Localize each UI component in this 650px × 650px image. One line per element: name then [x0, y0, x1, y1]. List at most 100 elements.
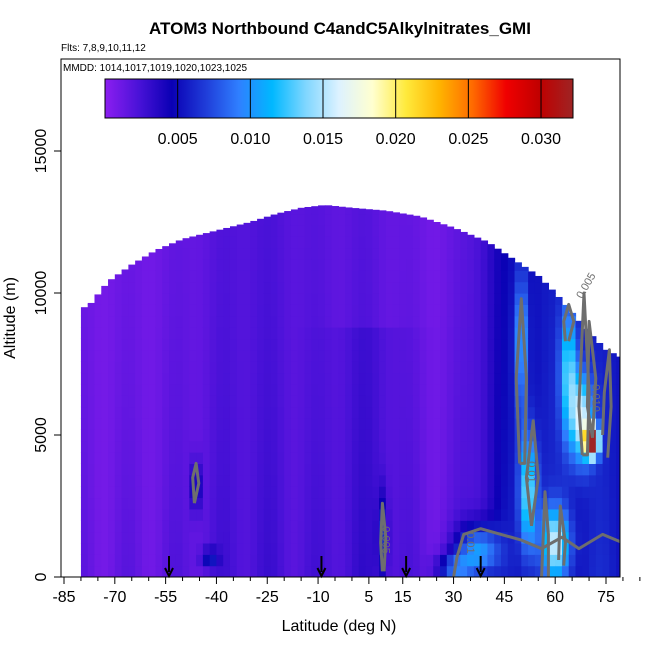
heatmap-cell [216, 417, 224, 430]
heatmap-cell [141, 256, 150, 260]
heatmap-cell [595, 440, 604, 453]
heatmap-cell [446, 542, 455, 555]
heatmap-cell [365, 372, 373, 385]
heatmap-cell [202, 281, 211, 294]
heatmap-cell [345, 361, 353, 374]
heatmap-cell [528, 565, 536, 577]
chart-title: ATOM3 Northbound C4andC5Alkylnitrates_GM… [149, 19, 531, 38]
heatmap-cell [345, 270, 353, 283]
heatmap-cell [473, 304, 482, 317]
heatmap-cell [182, 349, 190, 362]
heatmap-cell [189, 406, 197, 419]
heatmap-cell [297, 542, 306, 555]
heatmap-cell [216, 565, 224, 577]
heatmap-cell [128, 463, 136, 476]
heatmap-cell [87, 565, 96, 577]
heatmap-cell [284, 213, 292, 226]
heatmap-cell [270, 520, 279, 533]
heatmap-cell [331, 281, 339, 294]
heatmap-cell [379, 383, 387, 396]
heatmap-cell [331, 213, 339, 226]
heatmap-cell [311, 440, 319, 453]
heatmap-cell [324, 565, 333, 577]
heatmap-cell [338, 520, 346, 533]
heatmap-cell [446, 361, 455, 374]
heatmap-cell [500, 253, 509, 260]
heatmap-cell [277, 213, 285, 226]
heatmap-cell [548, 531, 556, 544]
heatmap-cell [141, 508, 150, 521]
heatmap-cell [338, 542, 346, 555]
mmdd-note: MMDD: 1014,1017,1019,1020,1023,1025 [63, 63, 247, 74]
heatmap-cell [114, 274, 123, 283]
heatmap-cell [128, 486, 136, 499]
heatmap-cell [175, 240, 184, 249]
heatmap-cell [155, 395, 163, 408]
heatmap-cell [453, 406, 461, 419]
heatmap-cell [108, 417, 116, 430]
heatmap-cell [528, 497, 536, 510]
heatmap-cell [528, 293, 536, 305]
heatmap-cell [121, 565, 129, 577]
heatmap-cell [121, 349, 129, 362]
heatmap-cell [155, 497, 163, 510]
heatmap-cell [446, 565, 455, 577]
heatmap-cell [460, 372, 468, 385]
heatmap-cell [243, 508, 251, 521]
heatmap-cell [182, 554, 190, 567]
heatmap-cell [148, 338, 157, 351]
heatmap-cell [419, 315, 428, 328]
heatmap-cell [297, 565, 306, 577]
heatmap-cell [480, 383, 489, 396]
heatmap-cell [101, 486, 109, 499]
heatmap-cell [189, 417, 197, 430]
heatmap-cell [141, 565, 150, 577]
heatmap-cell [392, 508, 400, 521]
heatmap-cell [128, 520, 136, 533]
heatmap-cell [446, 531, 455, 544]
heatmap-cell [182, 281, 190, 294]
heatmap-cell [568, 486, 577, 499]
heatmap-cell [80, 338, 89, 351]
heatmap-cell [209, 565, 218, 577]
heatmap-cell [169, 429, 177, 442]
heatmap-cell [412, 440, 421, 453]
heatmap-cell [229, 531, 238, 544]
heatmap-cell [406, 372, 414, 385]
heatmap-cell [480, 486, 489, 499]
heatmap-cell [216, 349, 224, 362]
heatmap-cell [175, 542, 184, 555]
heatmap-cell [155, 406, 163, 419]
heatmap-cell [311, 236, 319, 249]
heatmap-cell [433, 542, 441, 555]
heatmap-cell [575, 440, 583, 453]
heatmap-cell [209, 395, 218, 408]
heatmap-cell [487, 463, 495, 476]
heatmap-cell [270, 554, 279, 567]
heatmap-cell [196, 270, 204, 283]
heatmap-cell [87, 474, 96, 487]
heatmap-cell [114, 520, 123, 533]
heatmap-cell [243, 417, 251, 430]
plot-frame [60, 58, 621, 578]
heatmap-cell [229, 226, 238, 237]
heatmap-cell [108, 497, 116, 510]
heatmap-cell [426, 395, 434, 408]
heatmap-cell [419, 497, 428, 510]
heatmap-cell [433, 508, 441, 521]
heatmap-cell [175, 463, 184, 476]
heatmap-cell [209, 497, 218, 510]
heatmap-cell [582, 452, 590, 464]
heatmap-cell [189, 372, 197, 385]
heatmap-cell [148, 315, 157, 328]
heatmap-cell [602, 417, 610, 430]
heatmap-cell [257, 349, 265, 362]
heatmap-cell [589, 372, 597, 385]
heatmap-cell [101, 429, 109, 442]
heatmap-cell [189, 542, 197, 555]
heatmap-cell [169, 486, 177, 499]
heatmap-cell [169, 258, 177, 271]
heatmap-cell [385, 542, 394, 555]
heatmap-cell [324, 213, 333, 226]
heatmap-cell [189, 429, 197, 442]
